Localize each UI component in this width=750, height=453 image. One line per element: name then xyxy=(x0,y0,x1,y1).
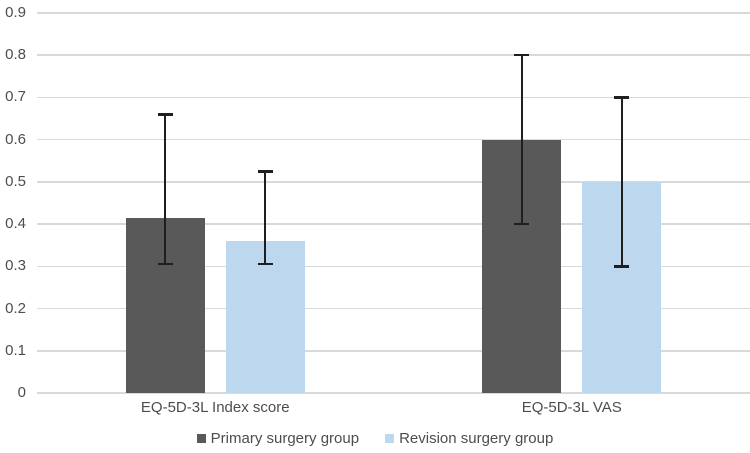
error-bar-cap xyxy=(157,113,173,116)
error-bar-line xyxy=(264,171,267,265)
gridline xyxy=(37,12,750,14)
y-tick-label: 0.7 xyxy=(5,88,26,106)
legend-swatch-icon xyxy=(196,434,206,443)
error-bar-line xyxy=(164,114,167,265)
gridline xyxy=(37,392,750,394)
gridline xyxy=(37,265,750,268)
bar-revision-surgery-group xyxy=(225,241,305,393)
error-bar-cap xyxy=(614,96,630,99)
error-bar-cap xyxy=(614,265,630,268)
error-bar-cap xyxy=(514,53,530,57)
y-tick-label: 0.6 xyxy=(5,130,26,148)
category-label: EQ-5D-3L Index score xyxy=(140,399,290,416)
error-bar-cap xyxy=(257,262,273,266)
y-tick-label: 0.8 xyxy=(5,46,26,64)
error-bar-cap xyxy=(157,262,173,266)
gridline xyxy=(37,96,750,99)
y-tick-label: 0 xyxy=(17,384,26,401)
error-bar-cap xyxy=(514,222,530,226)
legend-label: Primary surgery group xyxy=(210,430,360,447)
y-tick-label: 0.5 xyxy=(5,172,26,190)
gridline xyxy=(37,350,750,352)
y-tick-label: 0.4 xyxy=(5,215,26,233)
error-bar-cap xyxy=(257,170,273,173)
y-tick-label: 0.2 xyxy=(5,299,26,317)
legend-item: Revision surgery group xyxy=(385,430,553,447)
gridline xyxy=(37,307,750,310)
y-tick-label: 0.9 xyxy=(5,4,26,21)
y-tick-label: 0.3 xyxy=(5,257,26,275)
gridline xyxy=(37,54,750,56)
legend: Primary surgery group Revision surgery gr… xyxy=(0,430,750,447)
legend-label: Revision surgery group xyxy=(399,430,554,447)
gridline xyxy=(37,223,750,225)
legend-swatch-icon xyxy=(385,434,395,443)
gridline xyxy=(37,138,750,141)
gridline xyxy=(37,181,750,183)
category-label: EQ-5D-3L VAS xyxy=(521,399,622,416)
error-bar-line xyxy=(520,55,523,225)
error-bar-line xyxy=(620,97,623,267)
y-tick-label: 0.1 xyxy=(5,341,26,359)
legend-item: Primary surgery group xyxy=(196,430,360,447)
